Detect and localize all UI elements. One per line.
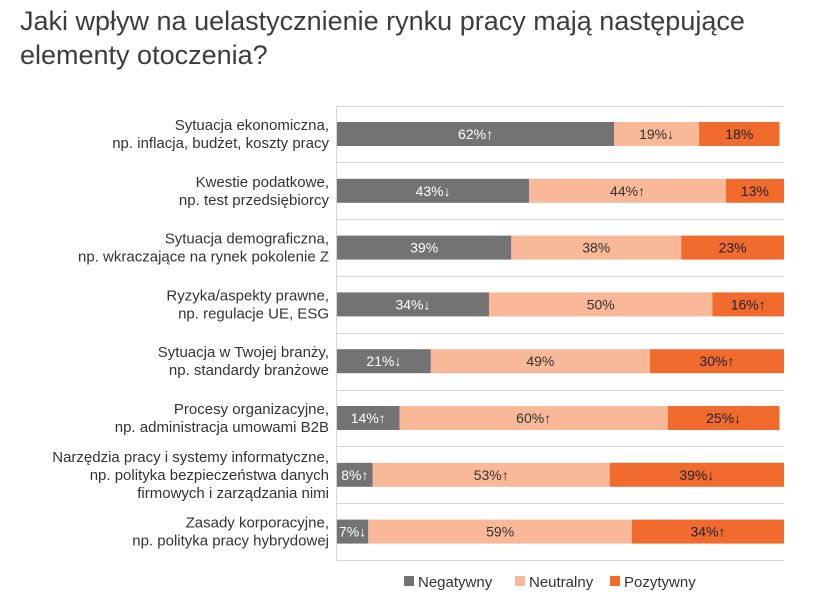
category-label: Ryzyka/aspekty prawne, np. regulacje UE, … (166, 287, 329, 322)
category-labels: Sytuacja ekonomiczna, np. inflacja, budże… (52, 117, 329, 550)
bar-neutralny (488, 292, 713, 317)
data-label: 39%↓ (679, 467, 714, 483)
category-label: Zasady korporacyjne, np. polityka pracy h… (132, 515, 329, 550)
bar-neutralny (372, 462, 610, 487)
data-label: 8%↑ (341, 467, 368, 483)
category-label: Sytuacja ekonomiczna, np. inflacja, budże… (112, 117, 329, 152)
bar-pozytywny (667, 406, 780, 430)
legend-swatch (404, 576, 414, 586)
category-label: Kwestie podatkowe, np. test przedsiębiorc… (179, 174, 330, 209)
data-label: 62%↑ (458, 126, 493, 142)
data-label: 44%↑ (610, 183, 645, 199)
legend-swatch (610, 576, 620, 586)
bar-neutralny (511, 235, 682, 260)
bar-neutralny (529, 178, 726, 203)
legend-label: Negatywny (418, 574, 493, 591)
data-label: 50% (587, 296, 615, 312)
legend-swatch (515, 576, 525, 586)
data-label: 13% (741, 183, 769, 199)
bars: 62%↑ 19%↓ 18% 43%↓ 44%↑ 13% 39% 38% 23% 34%↓ 50% 16… (337, 122, 784, 544)
bar-negatywny (337, 292, 489, 317)
category-label: Narzędzia pracy i systemy informatyczne,… (52, 449, 329, 502)
chart-title: Jaki wpływ na uelastycznienie rynku prac… (20, 6, 745, 70)
bar-pozytywny (699, 122, 780, 146)
data-label: 34%↑ (690, 524, 725, 540)
bar-negatywny (337, 178, 530, 203)
data-label: 59% (486, 524, 514, 540)
data-label: 30%↑ (699, 353, 734, 369)
bar-negatywny (337, 462, 373, 487)
data-label: 16%↑ (731, 296, 766, 312)
data-label: 7%↓ (339, 524, 366, 540)
category-label: Procesy organizacyjne, np. administracja … (115, 401, 329, 436)
data-label: 39% (410, 240, 438, 256)
data-label: 38% (582, 240, 610, 256)
category-label: Sytuacja demograficzna, np. wkraczające n… (78, 231, 329, 266)
data-label: 14%↑ (351, 410, 386, 426)
data-label: 49% (526, 353, 554, 369)
legend: Negatywny Neutralny Pozytywny (404, 574, 696, 591)
bar-negatywny (337, 235, 512, 260)
category-label: Sytuacja w Twojej branży, np. standardy b… (158, 344, 329, 379)
bar-neutralny (614, 122, 700, 146)
bar-pozytywny (632, 519, 784, 544)
data-label: 19%↓ (639, 126, 674, 142)
bar-negatywny (337, 349, 431, 374)
data-label: 43%↓ (416, 183, 451, 199)
legend-label: Pozytywny (624, 574, 696, 591)
data-label: 34%↓ (395, 296, 430, 312)
data-label: 18% (725, 126, 753, 142)
data-label: 53%↑ (474, 467, 509, 483)
bar-negatywny (337, 406, 400, 430)
bar-negatywny (337, 519, 369, 544)
grid-lines (336, 106, 784, 561)
data-label: 23% (719, 240, 747, 256)
bar-neutralny (430, 349, 650, 374)
bar-negatywny (337, 122, 615, 146)
data-label: 60%↑ (516, 410, 551, 426)
bar-pozytywny (712, 292, 784, 317)
bar-neutralny (399, 406, 668, 430)
bar-pozytywny (681, 235, 784, 260)
legend-label: Neutralny (529, 574, 594, 591)
data-label: 25%↓ (706, 410, 741, 426)
bar-pozytywny (725, 178, 784, 203)
bar-neutralny (368, 519, 633, 544)
bar-pozytywny (609, 462, 784, 487)
data-label: 21%↓ (366, 353, 401, 369)
bar-pozytywny (649, 349, 784, 374)
